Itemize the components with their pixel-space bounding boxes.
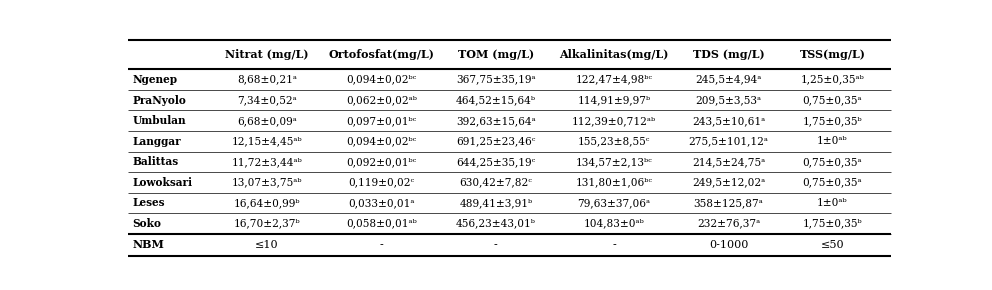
Text: Leses: Leses: [133, 197, 165, 209]
Text: 630,42±7,82ᶜ: 630,42±7,82ᶜ: [459, 177, 533, 187]
Text: 644,25±35,19ᶜ: 644,25±35,19ᶜ: [456, 157, 536, 167]
Text: TDS (mg/L): TDS (mg/L): [692, 49, 765, 60]
Text: 0,097±0,01ᵇᶜ: 0,097±0,01ᵇᶜ: [346, 116, 417, 126]
Text: 358±125,87ᵃ: 358±125,87ᵃ: [693, 198, 764, 208]
Text: -: -: [379, 240, 383, 250]
Text: 209,5±3,53ᵃ: 209,5±3,53ᵃ: [695, 95, 762, 105]
Text: 11,72±3,44ᵃᵇ: 11,72±3,44ᵃᵇ: [231, 157, 303, 167]
Text: 245,5±4,94ᵃ: 245,5±4,94ᵃ: [695, 75, 762, 85]
Text: 489,41±3,91ᵇ: 489,41±3,91ᵇ: [459, 198, 533, 208]
Text: 275,5±101,12ᵃ: 275,5±101,12ᵃ: [688, 136, 769, 146]
Text: NBM: NBM: [133, 240, 165, 251]
Text: Alkalinitas(mg/L): Alkalinitas(mg/L): [559, 49, 669, 60]
Text: Lowoksari: Lowoksari: [133, 177, 192, 188]
Text: 12,15±4,45ᵃᵇ: 12,15±4,45ᵃᵇ: [231, 136, 303, 146]
Text: 16,64±0,99ᵇ: 16,64±0,99ᵇ: [233, 198, 300, 208]
Text: 0,094±0,02ᵇᶜ: 0,094±0,02ᵇᶜ: [346, 136, 417, 146]
Text: Nitrat (mg/L): Nitrat (mg/L): [225, 49, 309, 60]
Text: 232±76,37ᵃ: 232±76,37ᵃ: [697, 218, 760, 229]
Text: 13,07±3,75ᵃᵇ: 13,07±3,75ᵃᵇ: [231, 177, 302, 187]
Text: 155,23±8,55ᶜ: 155,23±8,55ᶜ: [578, 136, 651, 146]
Text: 6,68±0,09ᵃ: 6,68±0,09ᵃ: [237, 116, 297, 126]
Text: ≤10: ≤10: [255, 240, 279, 250]
Text: 16,70±2,37ᵇ: 16,70±2,37ᵇ: [233, 218, 301, 229]
Text: 249,5±12,02ᵃ: 249,5±12,02ᵃ: [692, 177, 765, 187]
Text: 0-1000: 0-1000: [709, 240, 748, 250]
Text: 112,39±0,712ᵃᵇ: 112,39±0,712ᵃᵇ: [572, 116, 656, 126]
Text: 0,062±0,02ᵃᵇ: 0,062±0,02ᵃᵇ: [346, 95, 417, 105]
Text: Ngenep: Ngenep: [133, 74, 178, 85]
Text: -: -: [494, 240, 498, 250]
Text: 464,52±15,64ᵇ: 464,52±15,64ᵇ: [455, 95, 536, 105]
Text: Langgar: Langgar: [133, 136, 182, 147]
Text: 392,63±15,64ᵃ: 392,63±15,64ᵃ: [456, 116, 536, 126]
Text: 79,63±37,06ᵃ: 79,63±37,06ᵃ: [577, 198, 651, 208]
Text: 0,75±0,35ᵃ: 0,75±0,35ᵃ: [803, 95, 862, 105]
Text: 0,75±0,35ᵃ: 0,75±0,35ᵃ: [803, 177, 862, 187]
Text: 243,5±10,61ᵃ: 243,5±10,61ᵃ: [692, 116, 765, 126]
Text: 1±0ᵃᵇ: 1±0ᵃᵇ: [817, 136, 848, 146]
Text: TOM (mg/L): TOM (mg/L): [457, 49, 534, 60]
Text: Balittas: Balittas: [133, 156, 179, 167]
Text: 0,058±0,01ᵃᵇ: 0,058±0,01ᵃᵇ: [346, 218, 417, 229]
Text: Soko: Soko: [133, 218, 162, 229]
Text: 122,47±4,98ᵇᶜ: 122,47±4,98ᵇᶜ: [575, 75, 653, 85]
Text: Umbulan: Umbulan: [133, 115, 186, 126]
Text: 8,68±0,21ᵃ: 8,68±0,21ᵃ: [237, 75, 297, 85]
Text: 1,25±0,35ᵃᵇ: 1,25±0,35ᵃᵇ: [801, 75, 864, 85]
Text: -: -: [612, 240, 616, 250]
Text: 104,83±0ᵃᵇ: 104,83±0ᵃᵇ: [583, 218, 645, 229]
Text: PraNyolo: PraNyolo: [133, 95, 186, 106]
Text: 691,25±23,46ᶜ: 691,25±23,46ᶜ: [456, 136, 536, 146]
Text: 134,57±2,13ᵇᶜ: 134,57±2,13ᵇᶜ: [575, 157, 653, 167]
Text: 0,75±0,35ᵃ: 0,75±0,35ᵃ: [803, 157, 862, 167]
Text: 1±0ᵃᵇ: 1±0ᵃᵇ: [817, 198, 848, 208]
Text: 0,119±0,02ᶜ: 0,119±0,02ᶜ: [348, 177, 415, 187]
Text: ≤50: ≤50: [820, 240, 844, 250]
Text: 0,094±0,02ᵇᶜ: 0,094±0,02ᵇᶜ: [346, 75, 417, 85]
Text: Ortofosfat(mg/L): Ortofosfat(mg/L): [328, 49, 434, 60]
Text: TSS(mg/L): TSS(mg/L): [800, 49, 865, 60]
Text: 7,34±0,52ᵃ: 7,34±0,52ᵃ: [237, 95, 297, 105]
Text: 114,91±9,97ᵇ: 114,91±9,97ᵇ: [577, 95, 651, 105]
Text: 0,033±0,01ᵃ: 0,033±0,01ᵃ: [348, 198, 415, 208]
Text: 214,5±24,75ᵃ: 214,5±24,75ᵃ: [692, 157, 765, 167]
Text: 131,80±1,06ᵇᶜ: 131,80±1,06ᵇᶜ: [575, 177, 653, 187]
Text: 1,75±0,35ᵇ: 1,75±0,35ᵇ: [803, 116, 862, 126]
Text: 456,23±43,01ᵇ: 456,23±43,01ᵇ: [456, 218, 536, 229]
Text: 367,75±35,19ᵃ: 367,75±35,19ᵃ: [456, 75, 536, 85]
Text: 1,75±0,35ᵇ: 1,75±0,35ᵇ: [803, 218, 862, 229]
Text: 0,092±0,01ᵇᶜ: 0,092±0,01ᵇᶜ: [346, 157, 417, 167]
